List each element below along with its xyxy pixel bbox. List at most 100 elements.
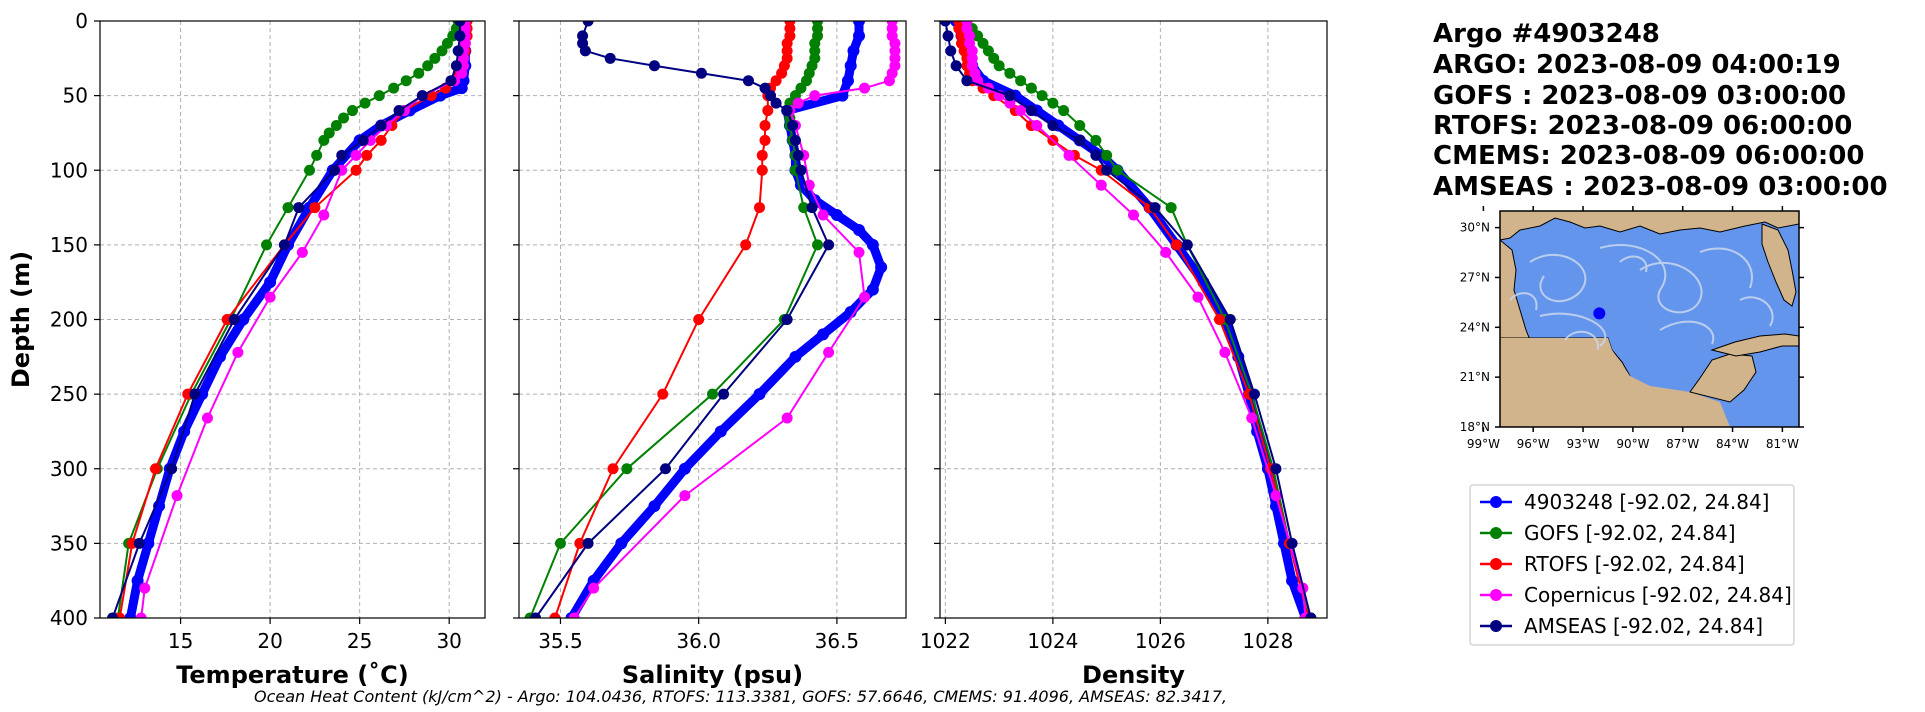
- y-tick-label: 150: [50, 233, 88, 257]
- data-point-amseas: [375, 119, 387, 131]
- data-point-rtofs: [1214, 314, 1225, 325]
- data-point-rtofs: [309, 202, 321, 214]
- data-point-amseas: [1248, 388, 1260, 400]
- map-land: [1500, 211, 1799, 427]
- ocean-heat-content-footer: Ocean Heat Content (kJ/cm^2) - Argo: 104…: [254, 687, 1227, 706]
- data-point-amseas: [823, 239, 835, 251]
- data-point-gofs: [1058, 105, 1070, 117]
- density-profile-panel: 1022 1024 1026 1028 Density: [920, 20, 1328, 689]
- data-point-copernicus: [171, 490, 183, 502]
- header-argo-id: Argo #4903248: [1433, 19, 1660, 49]
- data-point-amseas: [945, 45, 957, 57]
- data-point-rtofs: [574, 537, 586, 549]
- data-point-copernicus: [859, 291, 871, 303]
- data-point-gofs: [261, 239, 273, 251]
- data-point-gofs: [554, 537, 566, 549]
- salinity-profile-panel: 35.5 36.0 36.5 Salinity (psu): [513, 20, 907, 689]
- data-point-gofs: [1025, 82, 1037, 94]
- data-point-gofs: [388, 82, 400, 94]
- legend-label: AMSEAS [-92.02, 24.84]: [1524, 614, 1763, 638]
- map-lon-label: 84°W: [1716, 437, 1749, 451]
- map-lon-label: 87°W: [1666, 437, 1699, 451]
- data-point-rtofs: [1171, 239, 1182, 251]
- data-point-4903248: [1286, 574, 1299, 587]
- data-point-amseas: [770, 97, 782, 109]
- data-point-4903248: [844, 59, 857, 72]
- data-point-amseas: [940, 21, 951, 27]
- x-tick-label: 15: [168, 629, 193, 653]
- data-point-amseas: [1004, 90, 1016, 102]
- legend-marker: [1490, 620, 1502, 632]
- data-point-rtofs: [361, 149, 373, 161]
- legend-marker: [1490, 527, 1502, 539]
- data-point-copernicus: [823, 346, 835, 358]
- legend-entry: Copernicus [-92.02, 24.84]: [1480, 583, 1792, 607]
- grid: [100, 20, 485, 619]
- data-point-copernicus: [568, 612, 580, 618]
- data-point-copernicus: [1192, 291, 1204, 303]
- x-tick-label: 30: [436, 629, 461, 653]
- data-point-4903248: [841, 74, 854, 87]
- data-point-gofs: [1090, 134, 1102, 146]
- data-point-amseas: [1286, 537, 1298, 549]
- data-point-amseas: [1090, 149, 1102, 161]
- data-point-amseas: [1224, 314, 1236, 325]
- data-point-4903248: [124, 612, 137, 618]
- data-point-copernicus: [1063, 149, 1075, 161]
- data-point-copernicus: [135, 612, 147, 618]
- data-point-copernicus: [1219, 346, 1231, 358]
- data-point-copernicus: [853, 246, 865, 258]
- y-tick-label: 50: [63, 84, 88, 108]
- data-point-amseas: [781, 314, 793, 325]
- legend-label: GOFS [-92.02, 24.84]: [1524, 521, 1736, 545]
- data-point-rtofs: [693, 314, 705, 325]
- data-point-gofs: [311, 149, 323, 161]
- data-point-rtofs: [350, 164, 362, 176]
- data-point-amseas: [648, 60, 660, 72]
- legend-label: 4903248 [-92.02, 24.84]: [1524, 490, 1769, 514]
- y-tick-label: 0: [75, 9, 88, 33]
- temperature-profile-panel: 15 20 25 30050100150200250300350400Temperat…: [7, 9, 486, 689]
- data-point-gofs: [1015, 75, 1027, 87]
- data-point-copernicus: [859, 82, 871, 94]
- x-tick-label: 1022: [920, 629, 971, 653]
- data-point-amseas: [787, 119, 799, 131]
- data-point-4903248: [789, 350, 802, 363]
- data-point-amseas: [792, 149, 804, 161]
- data-point-amseas: [133, 537, 145, 549]
- series-line-4903248: [567, 21, 886, 618]
- data-point-amseas: [452, 45, 464, 57]
- data-point-rtofs: [753, 202, 765, 214]
- legend-entry: RTOFS [-92.02, 24.84]: [1480, 552, 1745, 576]
- map-lat-label: 30°N: [1460, 221, 1490, 235]
- data-point-copernicus: [679, 490, 691, 502]
- header-cmems-time: CMEMS: 2023-08-09 06:00:00: [1433, 141, 1864, 171]
- data-point-copernicus: [1015, 105, 1027, 117]
- data-point-amseas: [718, 388, 730, 400]
- x-tick-label: 1026: [1135, 629, 1186, 653]
- x-tick-label: 1024: [1027, 629, 1078, 653]
- map-lon-label: 96°W: [1517, 437, 1550, 451]
- series-layer: [940, 21, 1317, 618]
- data-point-amseas: [336, 149, 348, 161]
- map-lon-label: 99°W: [1467, 437, 1500, 451]
- data-point-rtofs: [607, 463, 619, 475]
- data-point-amseas: [278, 239, 290, 251]
- series-layer: [524, 21, 901, 618]
- data-point-amseas: [445, 75, 457, 87]
- argo-float-marker: [1593, 307, 1606, 320]
- data-point-gofs: [1036, 90, 1048, 102]
- data-point-amseas: [742, 75, 754, 87]
- data-point-amseas: [942, 30, 954, 42]
- data-point-copernicus: [296, 246, 308, 258]
- y-tick-label: 250: [50, 382, 88, 406]
- data-point-gofs: [621, 463, 633, 475]
- data-point-amseas: [107, 612, 119, 618]
- data-point-gofs: [330, 119, 342, 131]
- y-tick-label: 400: [50, 606, 88, 630]
- x-tick-label: 20: [257, 629, 282, 653]
- data-point-copernicus: [781, 412, 793, 424]
- x-axis-label: Temperature (˚C): [176, 661, 409, 689]
- data-point-copernicus: [232, 346, 244, 358]
